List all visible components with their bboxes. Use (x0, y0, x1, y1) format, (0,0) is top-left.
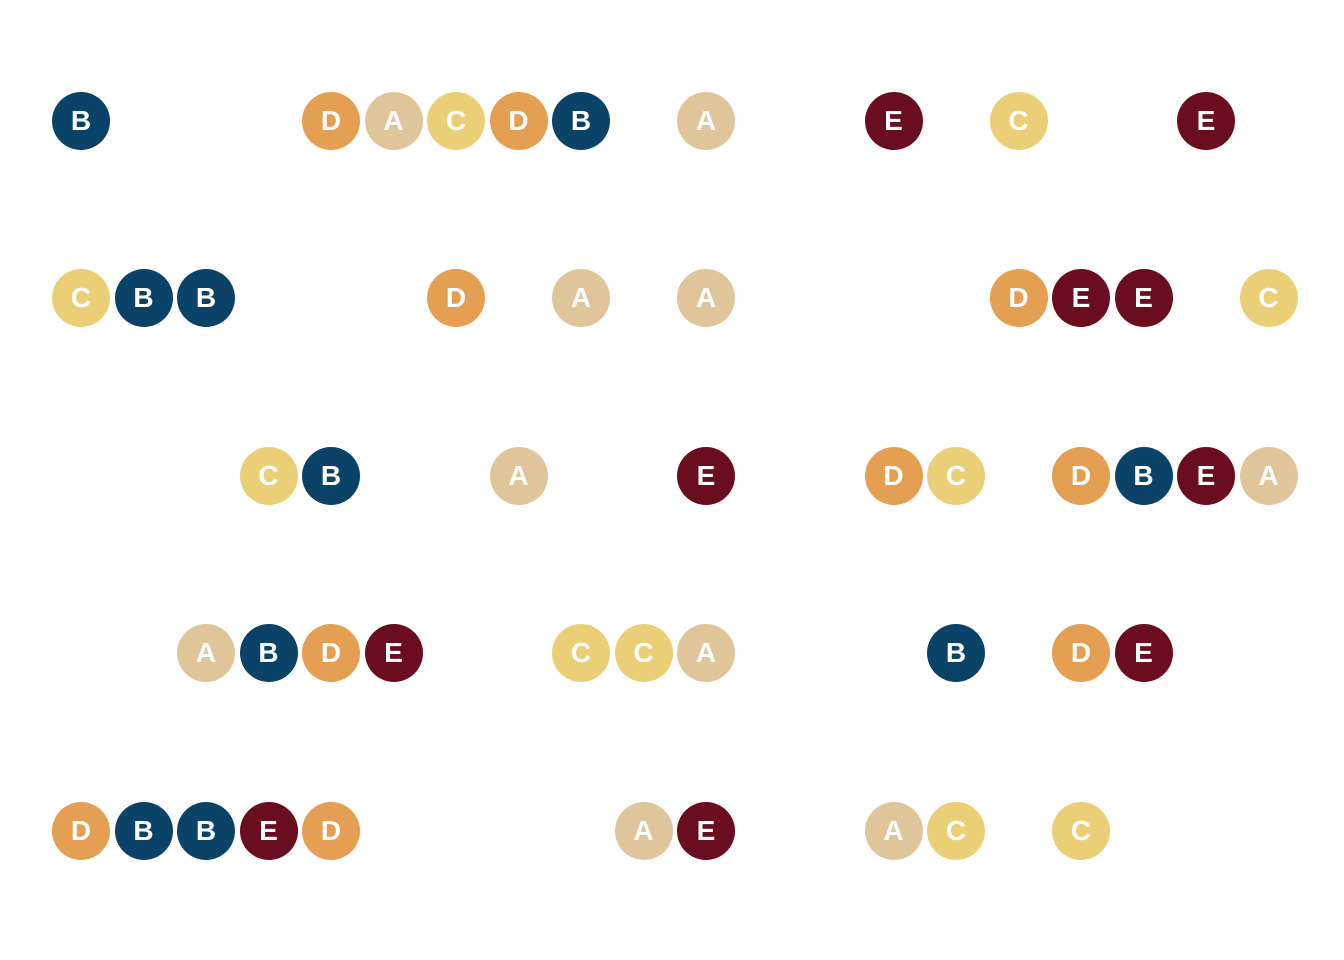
token-e: E (1114, 269, 1173, 327)
token-b: B (177, 269, 235, 327)
token-a: A (677, 269, 735, 327)
token-c: C (552, 624, 610, 682)
token-a: A (177, 624, 235, 682)
token-d: D (1052, 624, 1110, 682)
token-e: E (1052, 269, 1110, 327)
token-b: B (52, 92, 110, 150)
token-c: C (927, 802, 985, 860)
token-e: E (1114, 624, 1173, 682)
token-e: E (364, 624, 423, 682)
token-c: C (52, 269, 110, 327)
token-c: C (1052, 802, 1110, 860)
token-d: D (864, 447, 923, 505)
token-d: D (302, 92, 360, 150)
token-d: D (489, 92, 548, 150)
token-e: E (1177, 92, 1235, 150)
token-a: A (552, 269, 610, 327)
token-a: A (1239, 447, 1298, 505)
token-c: C (239, 447, 298, 505)
token-a: A (864, 802, 923, 860)
token-a: A (677, 624, 735, 682)
token-e: E (239, 802, 298, 860)
token-e: E (864, 92, 923, 150)
token-b: B (177, 802, 235, 860)
token-c: C (614, 624, 673, 682)
token-c: C (989, 92, 1048, 150)
token-b: B (1114, 447, 1173, 505)
token-d: D (1052, 447, 1110, 505)
token-b: B (239, 624, 298, 682)
token-a: A (489, 447, 548, 505)
token-d: D (302, 624, 360, 682)
token-d: D (427, 269, 485, 327)
token-a: A (677, 92, 735, 150)
token-b: B (114, 269, 173, 327)
token-e: E (677, 802, 735, 860)
token-b: B (552, 92, 610, 150)
token-b: B (302, 447, 360, 505)
token-e: E (1177, 447, 1235, 505)
token-d: D (989, 269, 1048, 327)
token-b: B (927, 624, 985, 682)
token-a: A (364, 92, 423, 150)
token-c: C (1239, 269, 1298, 327)
token-d: D (52, 802, 110, 860)
token-c: C (927, 447, 985, 505)
token-e: E (677, 447, 735, 505)
token-a: A (614, 802, 673, 860)
token-b: B (114, 802, 173, 860)
token-c: C (427, 92, 485, 150)
token-d: D (302, 802, 360, 860)
